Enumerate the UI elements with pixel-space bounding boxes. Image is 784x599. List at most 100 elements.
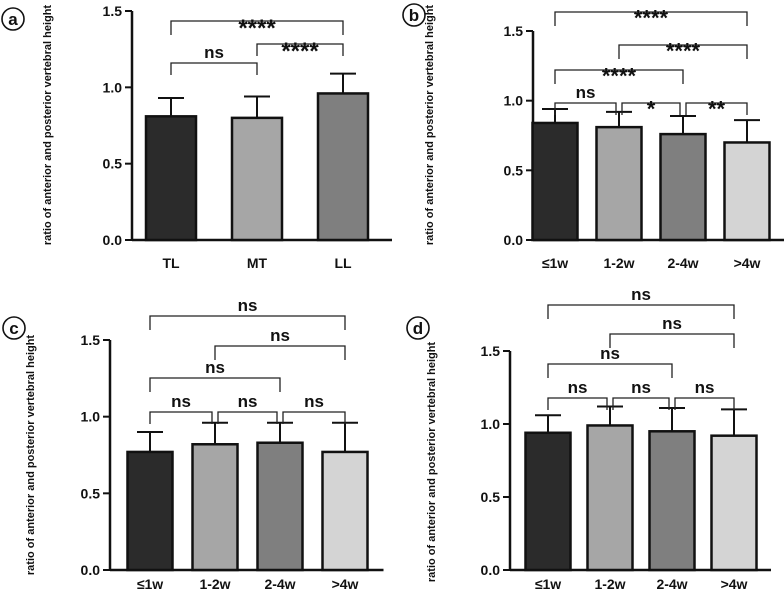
panel-a: a ratio of anterior and posterior vertebr… <box>1 3 392 271</box>
panel-letter-circle <box>2 316 26 340</box>
significance-bracket-1 <box>217 411 278 424</box>
category-label-1: 1-2w <box>603 255 634 271</box>
bar-1 <box>595 125 643 242</box>
category-label-0: ≤1w <box>535 576 561 592</box>
significance-label-2: ns <box>304 392 324 411</box>
y-tick-label: 1.5 <box>103 3 123 19</box>
category-label-0: ≤1w <box>137 576 163 592</box>
bar-1 <box>191 443 239 572</box>
y-tick-label: 1.5 <box>504 23 524 39</box>
significance-label-0: ns <box>576 83 596 102</box>
y-tick-label: 1.5 <box>481 343 501 359</box>
bar-3 <box>710 434 758 572</box>
significance-bracket-4 <box>609 333 735 348</box>
panel-c: c ratio of anterior and posterior vertebr… <box>2 296 384 592</box>
y-tick-label: 1.0 <box>81 409 101 425</box>
y-tick-label: 1.0 <box>103 79 123 95</box>
significance-label-1: **** <box>281 38 319 65</box>
significance-bracket-3 <box>149 377 281 392</box>
significance-bracket-0 <box>547 397 608 410</box>
y-axis-label: ratio of anterior and posterior vertebra… <box>42 5 54 246</box>
significance-label-5: ns <box>238 296 258 315</box>
bar-2 <box>256 441 304 572</box>
bar-2 <box>659 132 707 242</box>
panel-letter: a <box>8 10 18 29</box>
significance-bracket-3 <box>554 69 684 84</box>
category-label-2: 2-4w <box>264 576 295 592</box>
significance-bracket-2 <box>685 102 748 115</box>
y-tick-label: 0.5 <box>481 489 501 505</box>
bar-2 <box>648 430 696 572</box>
y-tick-label: 1.5 <box>81 332 101 348</box>
category-label-1: MT <box>247 255 268 271</box>
significance-bracket-2 <box>282 411 346 424</box>
significance-label-4: ns <box>662 314 682 333</box>
y-tick-label: 0.0 <box>504 232 524 248</box>
y-tick-label: 1.0 <box>504 93 524 109</box>
significance-bracket-5 <box>149 315 346 330</box>
significance-label-0: ns <box>171 392 191 411</box>
category-label-1: 1-2w <box>594 576 625 592</box>
panel-letter: c <box>9 319 18 338</box>
panel-letter-circle <box>406 316 430 340</box>
category-label-2: 2-4w <box>667 255 698 271</box>
category-label-2: 2-4w <box>656 576 687 592</box>
category-label-3: >4w <box>721 576 748 592</box>
category-label-3: >4w <box>332 576 359 592</box>
significance-label-1: ns <box>631 378 651 397</box>
significance-bracket-4 <box>618 44 748 59</box>
bar-2 <box>316 92 370 242</box>
panel-letter: d <box>413 319 423 338</box>
significance-bracket-1 <box>256 43 344 56</box>
y-tick-label: 0.5 <box>103 156 123 172</box>
bar-3 <box>321 450 369 572</box>
y-axis-label: ratio of anterior and posterior vertebra… <box>424 5 436 246</box>
significance-bracket-2 <box>170 20 344 35</box>
significance-label-3: ns <box>600 344 620 363</box>
y-axis-label: ratio of anterior and posterior vertebra… <box>25 335 37 576</box>
panel-letter-circle <box>1 7 25 31</box>
y-tick-label: 0.5 <box>81 485 101 501</box>
significance-label-0: ns <box>568 378 588 397</box>
significance-label-2: ns <box>695 378 715 397</box>
bar-0 <box>524 431 572 572</box>
significance-label-4: ns <box>270 326 290 345</box>
significance-label-1: * <box>647 97 656 122</box>
significance-label-5: ns <box>631 285 651 304</box>
y-tick-label: 0.5 <box>504 162 524 178</box>
significance-label-2: ** <box>708 97 726 122</box>
significance-label-0: ns <box>204 43 224 62</box>
significance-bracket-2 <box>674 397 735 410</box>
y-axis-label: ratio of anterior and posterior vertebra… <box>426 342 438 583</box>
bar-0 <box>531 121 579 242</box>
significance-label-4: **** <box>666 39 701 64</box>
category-label-2: LL <box>334 255 352 271</box>
significance-bracket-0 <box>170 62 258 75</box>
significance-label-1: ns <box>238 392 258 411</box>
y-tick-label: 0.0 <box>81 562 101 578</box>
category-label-0: TL <box>162 255 180 271</box>
significance-bracket-5 <box>547 304 735 319</box>
bar-1 <box>586 424 634 572</box>
significance-bracket-5 <box>554 11 748 26</box>
significance-label-3: ns <box>205 358 225 377</box>
significance-bracket-4 <box>214 345 346 360</box>
significance-bracket-1 <box>621 102 681 115</box>
panel-letter-circle <box>402 3 426 27</box>
significance-label-2: **** <box>238 15 276 42</box>
significance-label-3: **** <box>602 64 637 89</box>
y-tick-label: 0.0 <box>481 562 501 578</box>
category-label-0: ≤1w <box>542 255 568 271</box>
category-label-1: 1-2w <box>199 576 230 592</box>
bar-0 <box>144 115 198 242</box>
bar-1 <box>230 116 284 242</box>
y-tick-label: 1.0 <box>481 416 501 432</box>
y-tick-label: 0.0 <box>103 232 123 248</box>
significance-bracket-0 <box>149 411 213 424</box>
bar-3 <box>723 141 771 242</box>
significance-bracket-3 <box>547 363 673 378</box>
significance-bracket-0 <box>554 102 617 115</box>
significance-bracket-1 <box>612 397 670 410</box>
